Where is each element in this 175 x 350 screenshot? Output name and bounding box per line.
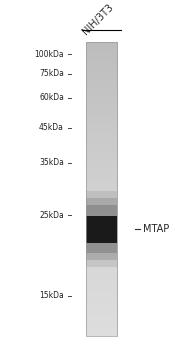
Bar <box>86 191 117 267</box>
Text: 45kDa: 45kDa <box>39 123 64 132</box>
Text: NIH/3T3: NIH/3T3 <box>81 2 115 36</box>
Text: 75kDa: 75kDa <box>39 69 64 78</box>
Bar <box>86 216 117 243</box>
Bar <box>86 205 117 253</box>
Text: 35kDa: 35kDa <box>39 158 64 167</box>
Text: MTAP: MTAP <box>144 224 170 234</box>
Bar <box>86 42 117 336</box>
Text: 60kDa: 60kDa <box>39 93 64 103</box>
Bar <box>86 198 117 260</box>
Text: 100kDa: 100kDa <box>34 50 64 59</box>
Text: 15kDa: 15kDa <box>39 291 64 300</box>
Text: 25kDa: 25kDa <box>39 211 64 220</box>
